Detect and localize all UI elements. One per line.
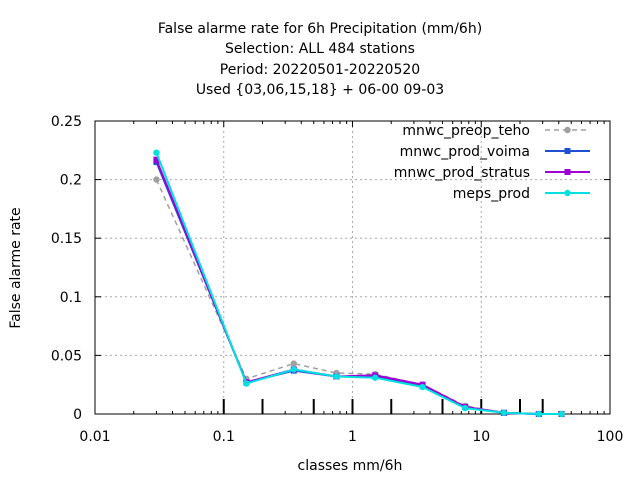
legend-marker (564, 189, 571, 197)
x-tick-label: 10 (472, 429, 490, 445)
y-tick-label: 0.2 (60, 173, 82, 189)
chart-title-line-3: Period: 20220501-20220520 (219, 62, 421, 78)
x-axis-label: classes mm/6h (298, 458, 403, 474)
chart-title-line-2: Selection: ALL 484 stations (225, 41, 415, 57)
legend-marker (564, 126, 571, 134)
data-point-meps_prod (243, 380, 250, 387)
data-point-mnwc_preop_teho (153, 176, 160, 183)
series-line-mnwc_preop_teho (155, 179, 562, 415)
legend: mnwc_preop_teho mnwc_prod_voima mnwc_prod_… (394, 123, 590, 202)
legend-marker (564, 169, 571, 175)
x-tick-label: 1 (348, 429, 357, 445)
series-line-meps_prod (155, 152, 562, 415)
y-tick-label: 0.25 (51, 114, 82, 130)
data-point-meps_prod (153, 149, 160, 156)
data-point-meps_prod (290, 366, 297, 373)
data-point-meps_prod (333, 373, 340, 380)
y-tick-label: 0.1 (60, 290, 82, 306)
data-point-meps_prod (419, 383, 426, 391)
grid-layer (95, 121, 610, 414)
data-point-meps_prod (461, 404, 469, 412)
data-point-meps_prod (500, 409, 508, 417)
chart-title-line-1: False alarme rate for 6h Precipitation (… (157, 21, 483, 37)
data-point-meps_prod (535, 410, 543, 418)
chart-title-line-4: Used {03,06,15,18} + 06-00 09-03 (195, 82, 445, 98)
series-layer (153, 149, 565, 418)
y-tick-label: 0.05 (51, 348, 82, 364)
x-tick-label: 100 (597, 429, 624, 445)
legend-label: meps_prod (453, 186, 530, 202)
legend-label: mnwc_prod_voima (400, 144, 530, 160)
axes-layer: 0 0.05 0.1 0.15 0.2 0.25 0.01 0.1 1 10 100 (51, 114, 624, 445)
x-tick-label: 0.01 (79, 429, 110, 445)
y-tick-label: 0.15 (51, 231, 82, 247)
data-point-mnwc_prod_stratus (153, 156, 160, 163)
y-axis-label: False alarme rate (8, 207, 24, 328)
legend-label: mnwc_preop_teho (402, 123, 530, 139)
plot-frame (94, 120, 611, 415)
data-point-mnwc_preop_teho (290, 360, 297, 367)
x-tick-label: 0.1 (213, 429, 235, 445)
legend-label: mnwc_prod_stratus (394, 165, 530, 181)
y-tick-label: 0 (73, 407, 82, 423)
legend-marker (564, 148, 571, 154)
data-point-meps_prod (558, 410, 565, 418)
data-point-meps_prod (371, 374, 379, 381)
